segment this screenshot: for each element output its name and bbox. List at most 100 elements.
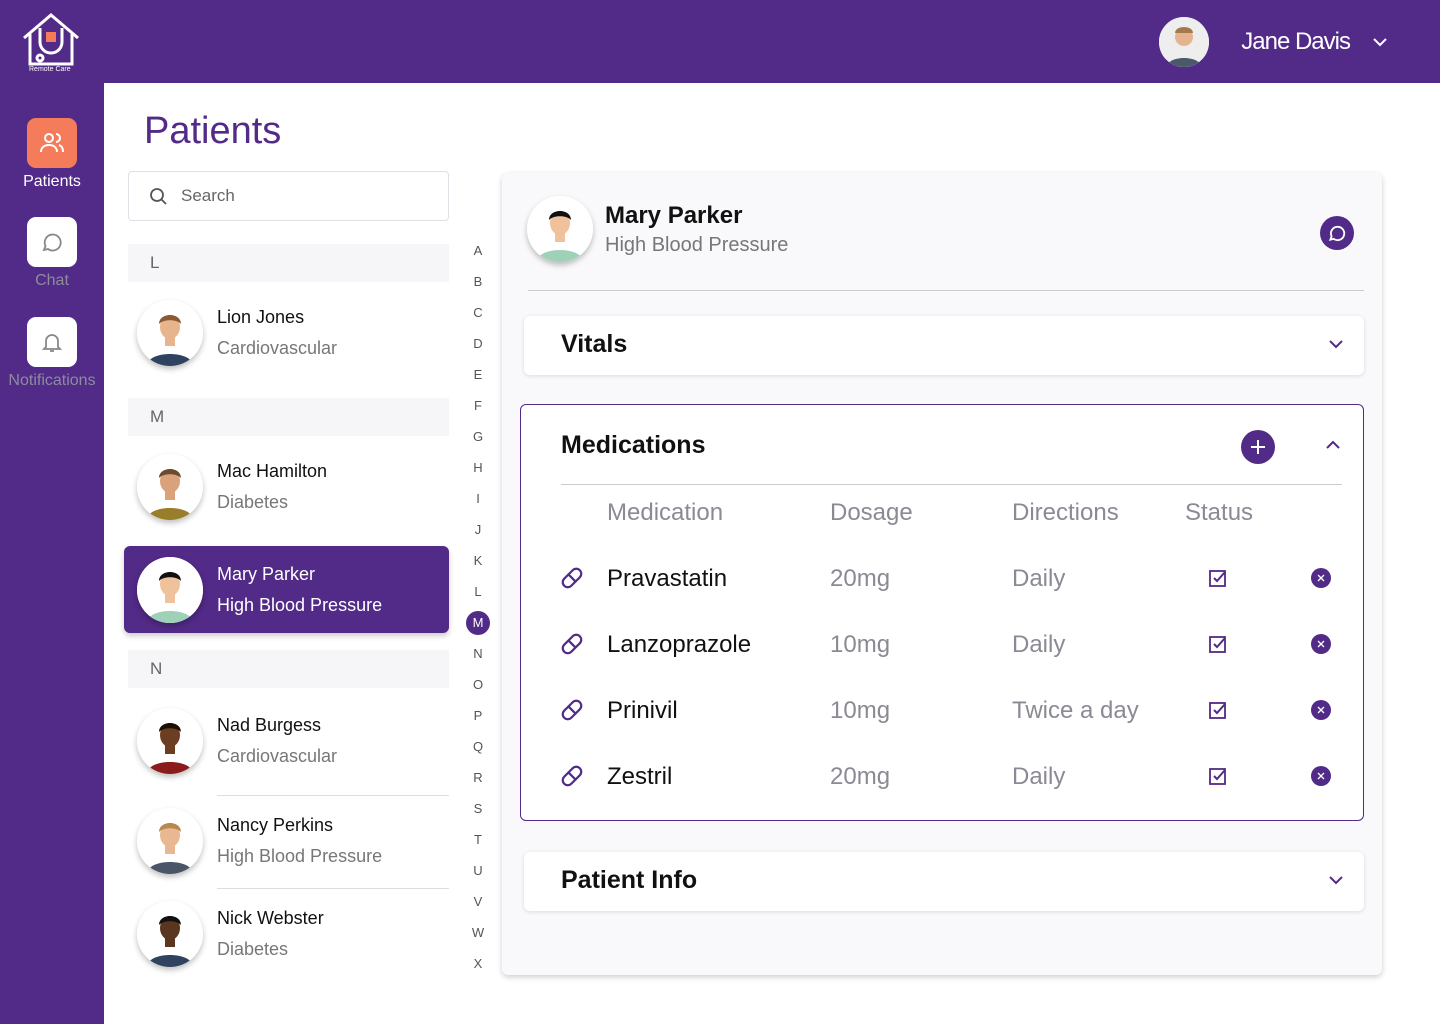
medication-name: Zestril — [607, 763, 673, 790]
medication-name: Lanzoprazole — [607, 631, 752, 658]
remote-care-logo[interactable] — [20, 12, 82, 73]
alphabet-letter[interactable]: T — [474, 832, 482, 847]
patient-avatar — [137, 707, 203, 774]
page-title: Patients — [144, 110, 282, 152]
chat-icon — [42, 233, 62, 252]
alphabet-letter[interactable]: I — [476, 491, 480, 506]
pill-icon — [561, 699, 583, 721]
checkbox-checked-icon[interactable] — [1209, 767, 1227, 785]
alphabet-letter[interactable]: E — [473, 367, 483, 382]
user-avatar — [1159, 17, 1210, 67]
patient-condition: High Blood Pressure — [217, 845, 383, 866]
section-title: Vitals — [561, 330, 628, 358]
chevron-up-icon[interactable] — [1325, 440, 1341, 450]
alphabet-letter[interactable]: O — [472, 677, 484, 692]
alphabet-letter[interactable]: X — [473, 956, 483, 971]
alphabet-letter[interactable]: N — [473, 646, 483, 661]
medication-row: Zestril 20mg Daily — [521, 763, 1365, 823]
chevron-down-icon[interactable] — [1328, 875, 1344, 885]
alphabet-letter[interactable]: D — [473, 336, 483, 351]
patient-condition: Cardiovascular — [217, 337, 338, 358]
chevron-down-icon[interactable] — [1328, 339, 1344, 349]
checkbox-checked-icon[interactable] — [1209, 701, 1227, 719]
patient-list-item[interactable]: Mac Hamilton Diabetes — [124, 443, 449, 530]
patient-condition: High Blood Pressure — [217, 594, 383, 615]
patient-name: Nick Webster — [217, 907, 324, 928]
alphabet-letter[interactable]: L — [474, 584, 482, 599]
patient-list-item[interactable]: Nancy Perkins High Blood Pressure — [124, 797, 449, 884]
nav-chat[interactable]: Chat — [0, 217, 104, 290]
group-header-n: N — [128, 650, 449, 688]
chat-icon — [1328, 225, 1346, 242]
alphabet-letter[interactable]: S — [473, 801, 483, 816]
patient-list-item[interactable]: Nick Webster Diabetes — [124, 890, 449, 977]
patient-name: Mary Parker — [217, 563, 316, 584]
alphabet-letter[interactable]: B — [473, 274, 483, 289]
column-header-dosage: Dosage — [830, 499, 913, 526]
patient-avatar — [137, 299, 203, 366]
nav-label: Notifications — [8, 372, 96, 389]
alphabet-letter[interactable]: F — [474, 398, 482, 413]
medication-row: Lanzoprazole 10mg Daily — [521, 631, 1365, 691]
remove-medication-icon[interactable] — [1311, 766, 1331, 786]
group-header-m: M — [128, 398, 449, 436]
alphabet-letter[interactable]: P — [473, 708, 483, 723]
patient-info-section[interactable]: Patient Info — [524, 852, 1364, 911]
search-icon — [150, 188, 167, 205]
users-icon — [40, 133, 64, 153]
add-medication-button[interactable] — [1241, 430, 1275, 464]
alphabet-letter[interactable]: K — [473, 553, 483, 568]
patient-list-item[interactable]: Nad Burgess Cardiovascular — [124, 697, 449, 784]
alphabet-letter[interactable]: U — [473, 863, 483, 878]
group-header-l: L — [128, 244, 449, 282]
column-header-directions: Directions — [1012, 499, 1119, 526]
remove-medication-icon[interactable] — [1311, 634, 1331, 654]
alphabet-letter[interactable]: C — [473, 305, 483, 320]
medication-dosage: 20mg — [830, 565, 891, 592]
alphabet-letter[interactable]: V — [473, 894, 483, 909]
patient-condition: Diabetes — [217, 938, 289, 959]
patient-name: Mac Hamilton — [217, 460, 328, 481]
patient-avatar — [137, 900, 203, 967]
sidebar — [0, 0, 104, 1024]
remove-medication-icon[interactable] — [1311, 568, 1331, 588]
alphabet-letter[interactable]: Q — [472, 739, 484, 754]
remove-medication-icon[interactable] — [1311, 700, 1331, 720]
nav-label: Chat — [35, 272, 69, 289]
alphabet-letter[interactable]: W — [471, 925, 485, 940]
alphabet-letter[interactable]: H — [473, 460, 483, 475]
chevron-down-icon[interactable] — [1372, 37, 1388, 47]
medications-section: Medications Medication Dosage Directions… — [520, 404, 1364, 821]
nav-patients[interactable]: Patients — [0, 118, 104, 191]
search-box[interactable] — [128, 171, 449, 221]
user-menu[interactable]: Jane Davis — [1159, 17, 1388, 67]
chat-with-patient-button[interactable] — [1320, 216, 1354, 250]
medication-directions: Daily — [1012, 565, 1066, 592]
medication-row: Pravastatin 20mg Daily — [521, 565, 1365, 625]
column-header-medication: Medication — [607, 499, 724, 526]
section-title: Patient Info — [561, 866, 698, 894]
column-header-status: Status — [1185, 499, 1254, 526]
vitals-section[interactable]: Vitals — [524, 316, 1364, 375]
patient-header: Mary Parker High Blood Pressure — [527, 196, 788, 262]
patient-name: Lion Jones — [217, 306, 305, 327]
checkbox-checked-icon[interactable] — [1209, 569, 1227, 587]
alphabet-letter[interactable]: A — [473, 243, 483, 258]
medication-dosage: 10mg — [830, 631, 891, 658]
medication-directions: Daily — [1012, 631, 1066, 658]
divider — [217, 795, 449, 796]
nav-notifications[interactable]: Notifications — [0, 317, 104, 390]
medication-name: Prinivil — [607, 697, 678, 724]
patient-list-item[interactable]: Mary Parker High Blood Pressure — [124, 546, 449, 633]
alphabet-letter[interactable]: J — [474, 522, 482, 537]
medication-dosage: 20mg — [830, 763, 891, 790]
divider — [217, 888, 449, 889]
alphabet-letter[interactable]: G — [472, 429, 484, 444]
alphabet-letter[interactable]: M — [466, 610, 490, 635]
checkbox-checked-icon[interactable] — [1209, 635, 1227, 653]
section-title: Medications — [561, 431, 706, 459]
search-input[interactable] — [181, 186, 401, 206]
alphabet-letter[interactable]: R — [473, 770, 483, 785]
patient-list-item[interactable]: Lion Jones Cardiovascular — [124, 289, 449, 376]
